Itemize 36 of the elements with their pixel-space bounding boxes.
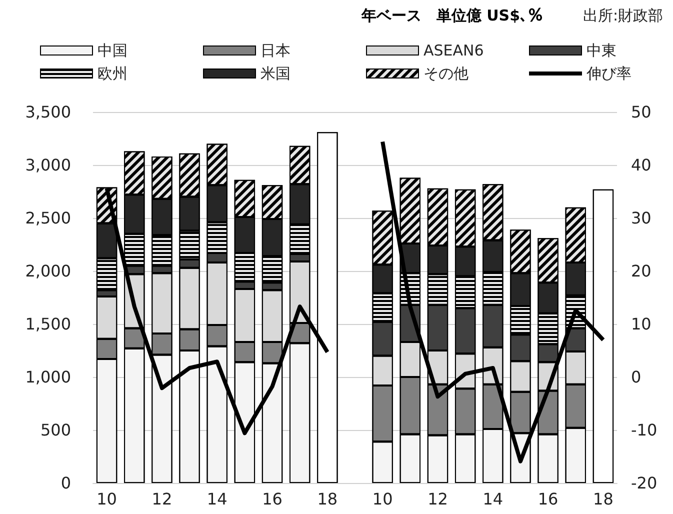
x-tick-label: 10 xyxy=(372,490,393,508)
y2-tick-label: 0 xyxy=(631,368,642,386)
text: 出所:財政部 xyxy=(582,6,664,24)
legend-label: 米国 xyxy=(260,64,290,82)
x-tick-label: 14 xyxy=(482,490,504,508)
y2-tick-label: 50 xyxy=(631,102,652,122)
y-tick-label: 3,000 xyxy=(25,156,71,174)
y2-tick-label: 10 xyxy=(631,314,652,334)
x-tick-label: 18 xyxy=(317,490,338,508)
y2-tick-label: -10 xyxy=(631,420,658,440)
legend-label: 欧州 xyxy=(98,64,128,82)
legend-label: 中国 xyxy=(98,42,128,60)
x-tick-label: 12 xyxy=(152,490,172,508)
y-tick-label: 500 xyxy=(40,420,71,440)
y-tick-label: 2,500 xyxy=(25,208,71,228)
y2-tick-label: 40 xyxy=(631,156,652,174)
x-tick-label: 18 xyxy=(593,490,614,508)
x-tick-label: 14 xyxy=(206,490,228,508)
x-tick-label: 16 xyxy=(538,490,558,508)
legend-label: ASEAN6 xyxy=(424,42,484,60)
y-tick-label: 1,000 xyxy=(25,368,71,386)
x-tick-label: 12 xyxy=(428,490,448,508)
y2-tick-label: 30 xyxy=(631,208,652,228)
chart-subtitle: 年ベース 単位億 US$､％ xyxy=(360,6,544,24)
legend-label: 日本 xyxy=(260,42,290,60)
y-tick-label: 2,000 xyxy=(25,262,71,280)
y-tick-label: 0 xyxy=(60,474,71,492)
y2-tick-label: -20 xyxy=(631,474,658,492)
y2-tick-label: 20 xyxy=(631,262,652,280)
y-tick-label: 3,500 xyxy=(25,102,71,122)
y-tick-label: 1,500 xyxy=(25,314,71,334)
legend-label: 中東 xyxy=(586,42,616,60)
x-tick-label: 10 xyxy=(96,490,117,508)
legend-label: その他 xyxy=(424,64,468,82)
x-tick-label: 16 xyxy=(262,490,282,508)
legend-label: 伸び率 xyxy=(586,64,632,82)
